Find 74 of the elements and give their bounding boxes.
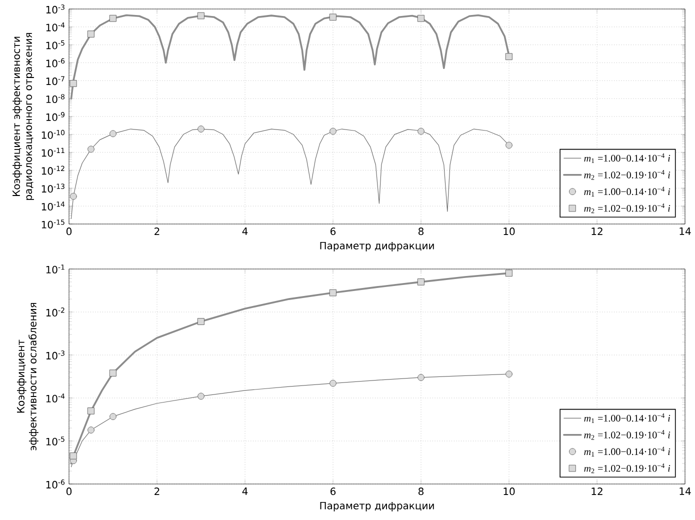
legend-label: m$_{2}$ =1.02−0.19·10$^{−4}$ i <box>584 463 670 474</box>
y-tick-label: 10$^{-5}$ <box>46 40 64 50</box>
point <box>418 14 424 22</box>
x-tick-label: 14 <box>680 228 691 235</box>
legend-label: m$_{2}$ =1.02−0.19·10$^{−4}$ i <box>584 430 670 440</box>
x-tick-label: 0 <box>66 228 72 236</box>
point <box>70 80 77 87</box>
point <box>330 14 336 21</box>
point <box>198 126 204 132</box>
point <box>506 142 512 149</box>
y-tick-label: 10$^{-4}$ <box>46 394 65 402</box>
y-tick-label: 10$^{-8}$ <box>46 94 64 104</box>
legend-label: m$_{1}$ =1.00−0.14·10$^{−4}$ i <box>584 186 670 196</box>
x-tick-label: 12 <box>592 228 602 235</box>
legend-label: m$_{1}$ =1.00−0.14·10$^{−4}$ i <box>584 446 670 456</box>
legend-label: m$_{1}$ =1.00−0.14·10$^{−4}$ i <box>584 413 670 424</box>
y-tick-label: 10$^{-2}$ <box>46 308 64 316</box>
y-tick-label: 10$^{-13}$ <box>42 184 64 193</box>
point <box>198 12 204 20</box>
point <box>110 370 116 377</box>
x-axis-title: Параметр дифракции <box>320 242 434 252</box>
x-tick-label: 10 <box>504 488 515 496</box>
y-tick-label: 10$^{-6}$ <box>46 58 65 68</box>
y-tick-label: 10$^{-3}$ <box>46 350 64 360</box>
x-tick-label: 12 <box>592 488 602 495</box>
point <box>110 14 116 22</box>
point <box>110 130 116 138</box>
legend-label: m$_{2}$ =1.02−0.19·10$^{−4}$ i <box>584 203 670 214</box>
point <box>506 270 512 277</box>
point <box>418 128 424 135</box>
x-tick-label: 6 <box>330 228 336 236</box>
x-axis-title: Параметр дифракции <box>320 502 434 512</box>
y-tick-label: 10$^{-4}$ <box>46 22 65 32</box>
x-tick-label: 8 <box>418 228 424 236</box>
point <box>70 452 77 460</box>
point <box>330 128 336 135</box>
x-tick-label: 14 <box>680 488 691 495</box>
x-tick-label: 8 <box>418 488 424 496</box>
x-tick-label: 2 <box>154 488 160 495</box>
y-tick-label: 10$^{-14}$ <box>42 202 65 211</box>
y-tick-label: 10$^{-10}$ <box>42 130 65 139</box>
point <box>88 146 94 153</box>
y-tick-label: 10$^{-3}$ <box>46 4 64 14</box>
point <box>88 30 94 38</box>
y-tick-label: 10$^{-5}$ <box>46 436 64 446</box>
x-tick-label: 10 <box>504 228 515 236</box>
y-tick-label: 10$^{-1}$ <box>46 264 64 274</box>
point <box>70 192 77 200</box>
x-tick-label: 0 <box>66 488 72 496</box>
point <box>418 278 424 286</box>
point <box>418 374 424 381</box>
point <box>506 370 512 378</box>
y-tick-label: 10$^{-15}$ <box>42 220 64 228</box>
y-tick-label: 10$^{-12}$ <box>42 166 64 175</box>
point <box>110 413 116 420</box>
legend-label: m$_{1}$ =1.00−0.14·10$^{−4}$ i <box>584 153 670 164</box>
y-tick-label: 10$^{-9}$ <box>46 112 64 121</box>
y-axis-title: Коэффициент эффективности радиолокационного отражения <box>12 33 34 200</box>
x-tick-label: 6 <box>330 488 336 496</box>
y-tick-label: 10$^{-6}$ <box>46 480 65 488</box>
legend-label: m$_{2}$ =1.02−0.19·10$^{−4}$ i <box>584 170 670 180</box>
point <box>88 407 94 414</box>
x-tick-label: 4 <box>242 488 248 495</box>
y-tick-label: 10$^{-7}$ <box>46 76 64 86</box>
x-tick-label: 2 <box>154 228 160 235</box>
y-tick-label: 10$^{-11}$ <box>42 148 64 157</box>
point <box>198 318 204 325</box>
y-axis-title: Коэффициент эффективности ослабления <box>17 302 38 450</box>
point <box>198 392 204 400</box>
point <box>88 426 94 434</box>
point <box>330 380 336 387</box>
point <box>330 289 336 296</box>
point <box>506 53 512 60</box>
x-tick-label: 4 <box>242 228 248 235</box>
